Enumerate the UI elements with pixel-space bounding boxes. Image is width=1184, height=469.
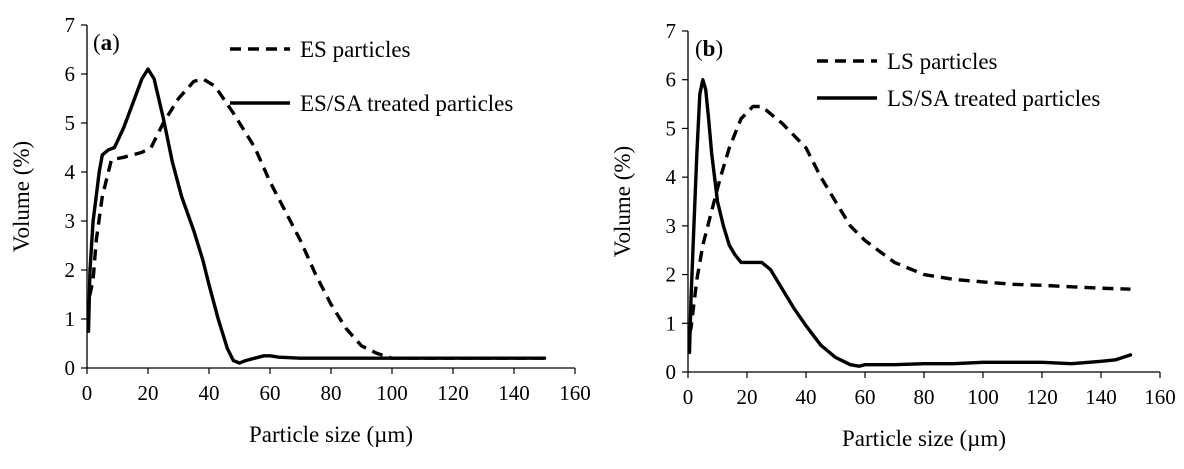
y-axis-label: Volume (%) — [610, 146, 635, 257]
y-axis-label: Volume (%) — [9, 141, 34, 252]
x-tick-label: 60 — [855, 385, 876, 409]
x-tick-label: 160 — [1144, 385, 1176, 409]
panel-label: (a) — [93, 30, 120, 55]
x-tick-label: 40 — [796, 385, 817, 409]
y-tick-label: 0 — [65, 356, 76, 380]
x-tick-label: 20 — [138, 381, 159, 405]
y-tick-label: 4 — [666, 165, 677, 189]
x-axis-label: Particle size (µm) — [842, 426, 1006, 451]
y-tick-label: 5 — [666, 116, 677, 140]
legend-label: ES/SA treated particles — [300, 91, 513, 116]
y-tick-label: 1 — [65, 307, 76, 331]
y-tick-label: 7 — [65, 13, 76, 37]
legend-label: ES particles — [300, 37, 411, 62]
y-tick-label: 6 — [666, 68, 677, 92]
y-tick-label: 2 — [65, 258, 76, 282]
series-line-treated — [687, 77, 1133, 368]
x-tick-label: 120 — [1026, 385, 1058, 409]
y-tick-label: 7 — [666, 19, 677, 43]
y-tick-label: 0 — [666, 360, 677, 384]
y-tick-label: 3 — [666, 214, 677, 238]
legend-label: LS particles — [887, 49, 998, 74]
legend-label: LS/SA treated particles — [887, 86, 1100, 111]
x-tick-label: 160 — [559, 381, 591, 405]
x-tick-label: 140 — [498, 381, 530, 405]
series-line-raw — [88, 77, 545, 360]
series-line-raw — [687, 104, 1131, 334]
y-tick-label: 6 — [65, 62, 76, 86]
y-tick-label: 5 — [65, 111, 76, 135]
x-tick-label: 0 — [82, 381, 93, 405]
series-line-treated — [86, 67, 547, 365]
x-axis-label: Particle size (µm) — [249, 422, 413, 447]
chart-panel-a: 0 20 40 60 80 100 120 140 160 0 1 2 3 4 5 6 7 Particle si… — [9, 13, 591, 447]
panel-label: (b) — [695, 36, 723, 61]
chart-panel-b: 0 20 40 60 80 100 120 140 160 0 1 2 3 4 5 6 7 Particle si… — [610, 19, 1176, 451]
y-tick-label: 3 — [65, 209, 76, 233]
x-tick-label: 20 — [737, 385, 758, 409]
y-tick-label: 2 — [666, 263, 677, 287]
x-tick-label: 0 — [683, 385, 694, 409]
x-tick-label: 120 — [437, 381, 469, 405]
y-tick-label: 4 — [65, 160, 76, 184]
y-tick-label: 1 — [666, 311, 677, 335]
x-tick-label: 80 — [914, 385, 935, 409]
x-tick-label: 40 — [199, 381, 220, 405]
x-tick-label: 80 — [321, 381, 342, 405]
x-tick-label: 140 — [1085, 385, 1117, 409]
x-tick-label: 60 — [260, 381, 281, 405]
x-tick-label: 100 — [376, 381, 408, 405]
x-tick-label: 100 — [967, 385, 999, 409]
